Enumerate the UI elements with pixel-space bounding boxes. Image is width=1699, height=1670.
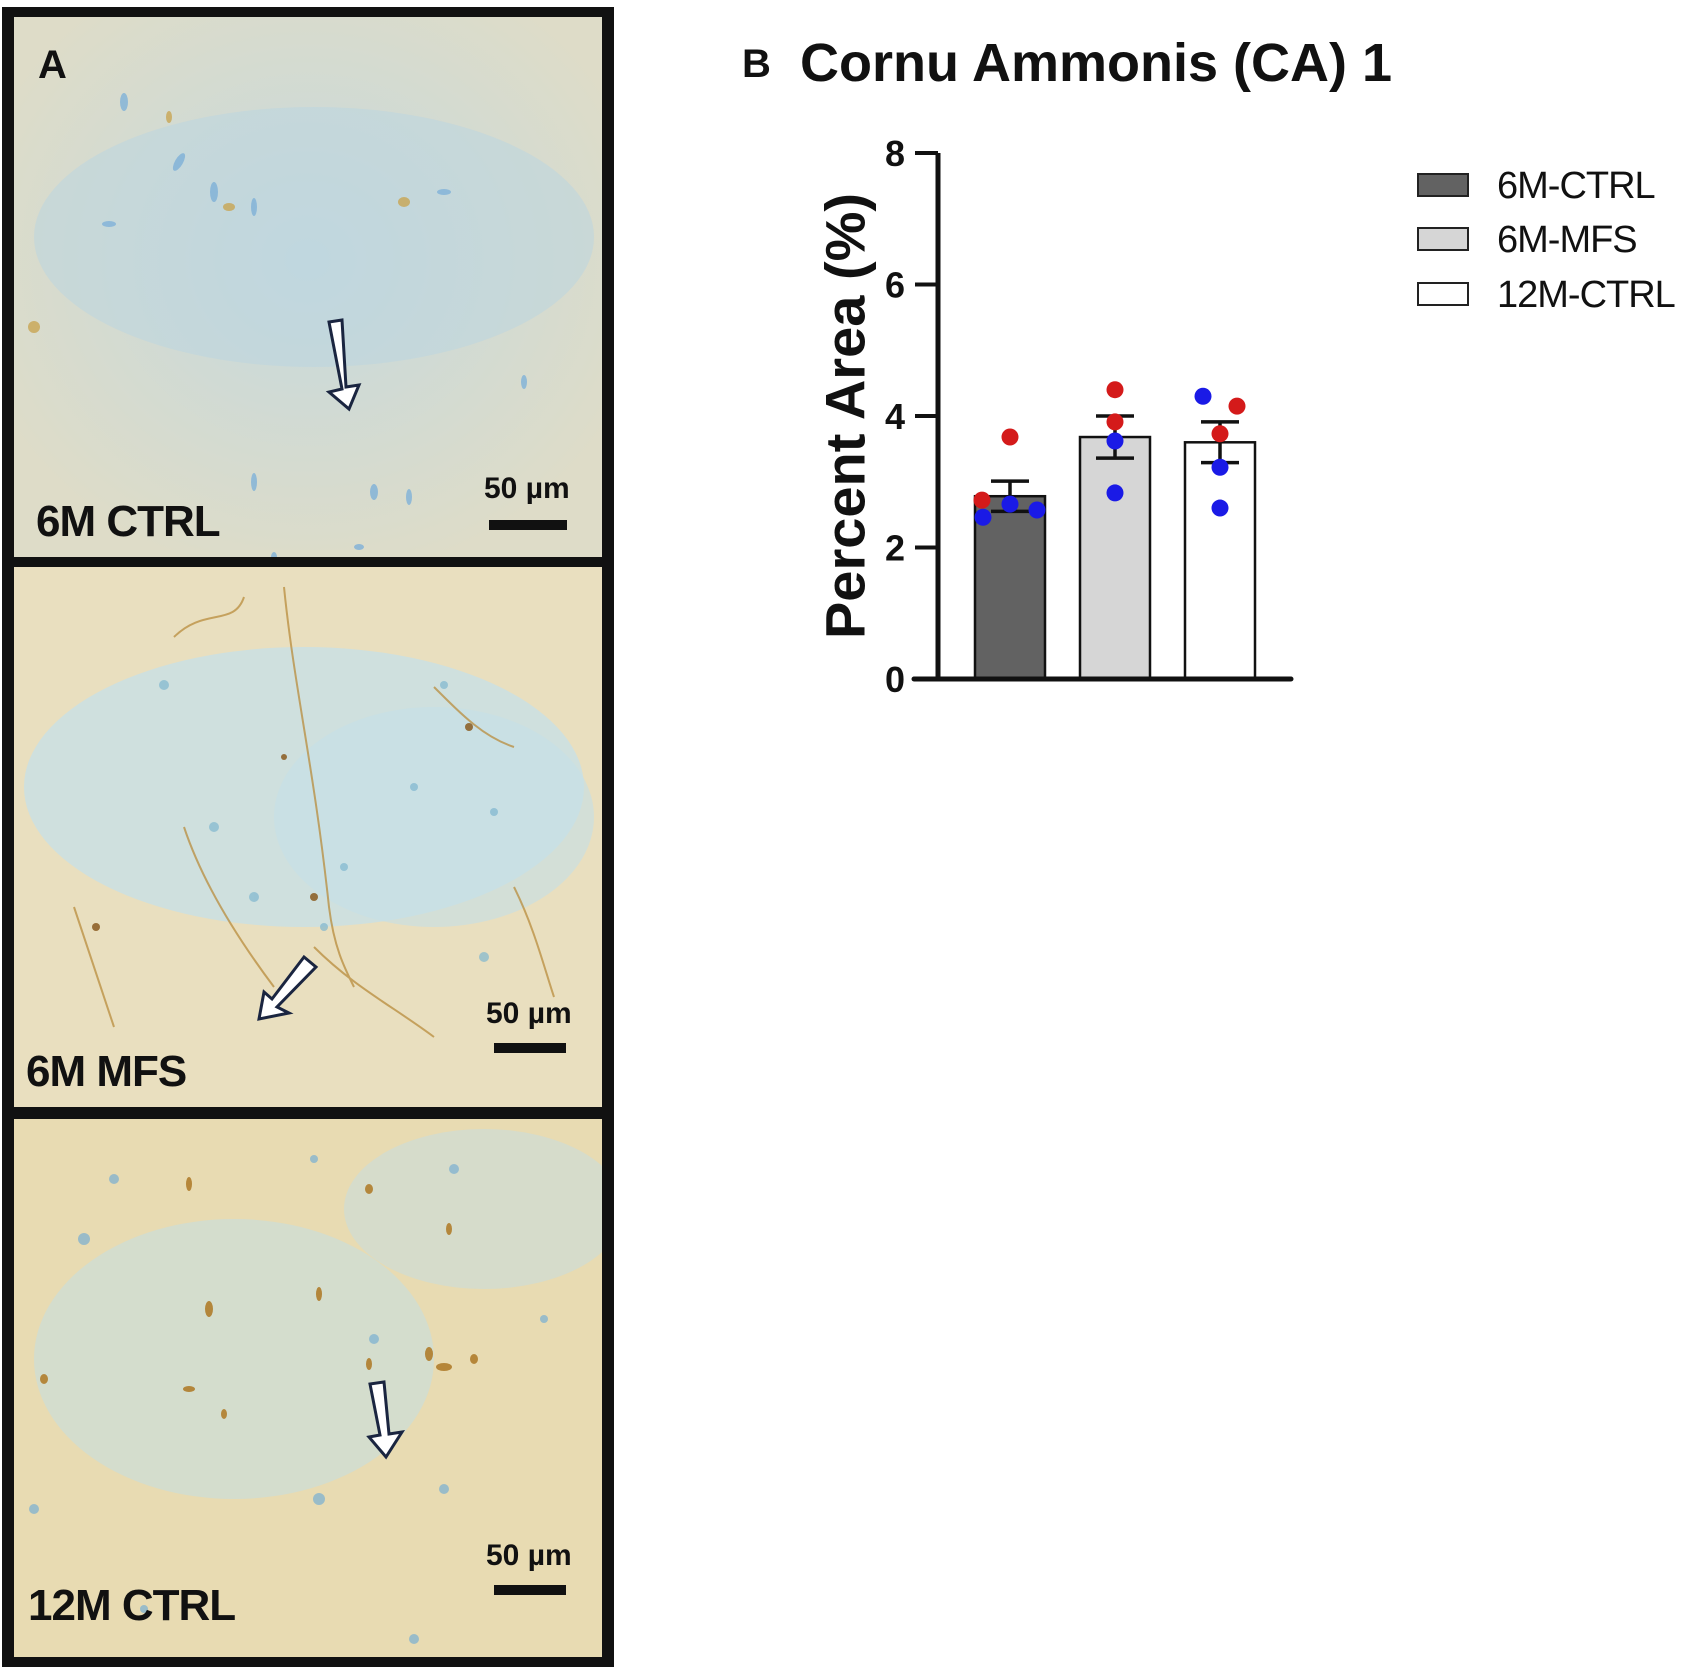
- tissue-image-6m-ctrl: [14, 17, 602, 557]
- legend-label: 12M-CTRL: [1497, 274, 1676, 316]
- data-point: [1106, 381, 1124, 399]
- tissue-image-12m-ctrl: [14, 1119, 602, 1657]
- image-label-6m-ctrl: 6M CTRL: [36, 497, 221, 546]
- scale-bar-label: 50 µm: [486, 1539, 572, 1572]
- image-label-6m-mfs: 6M MFS: [26, 1047, 187, 1096]
- data-point: [1001, 428, 1019, 446]
- data-point: [1001, 495, 1019, 513]
- legend-label: 6M-MFS: [1497, 219, 1638, 261]
- bar-12m-ctrl: [1183, 441, 1257, 681]
- chart-title: Cornu Ammonis (CA) 1: [800, 33, 1392, 93]
- legend-swatch: [1417, 282, 1469, 306]
- bar-chart: 0 2 4 6 8: [885, 133, 1294, 700]
- data-point: [1211, 425, 1229, 443]
- legend-swatch: [1417, 173, 1469, 197]
- y-axis-label: Percent Area (%): [813, 192, 877, 640]
- data-point: [1028, 501, 1046, 519]
- y-tick-label: 0: [885, 659, 905, 700]
- data-point: [1106, 484, 1124, 502]
- bar-6m-ctrl: [973, 494, 1047, 681]
- arrow-icon: [325, 318, 362, 412]
- y-tick-label: 2: [885, 528, 905, 569]
- y-tick-label: 8: [885, 133, 905, 174]
- y-tick-label: 6: [885, 265, 905, 306]
- panel-b-letter: B: [742, 42, 771, 86]
- data-point: [1194, 387, 1212, 405]
- legend-label: 6M-CTRL: [1497, 165, 1656, 207]
- micrograph-6m-ctrl: A 6M CTRL 50 µm: [14, 17, 602, 557]
- scale-bar: [489, 520, 567, 530]
- data-point: [1106, 432, 1124, 450]
- arrow-icon: [257, 954, 319, 1021]
- legend-swatch: [1417, 227, 1469, 251]
- y-tick-label: 4: [885, 396, 905, 437]
- bar-6m-mfs: [1078, 435, 1152, 681]
- micrograph-panel: A 6M CTRL 50 µm: [2, 7, 614, 1667]
- scale-bar-label: 50 µm: [484, 472, 570, 505]
- scale-bar: [494, 1585, 566, 1595]
- panel-a-letter: A: [38, 43, 67, 87]
- data-point: [1228, 397, 1246, 415]
- scale-bar: [494, 1043, 566, 1053]
- micrograph-6m-mfs: 6M MFS 50 µm: [14, 567, 602, 1107]
- arrow-icon: [366, 1380, 406, 1460]
- data-point: [1211, 499, 1229, 517]
- scale-bar-label: 50 µm: [486, 997, 572, 1030]
- data-point: [1211, 458, 1229, 476]
- data-point: [973, 491, 991, 509]
- data-point: [974, 508, 992, 526]
- image-label-12m-ctrl: 12M CTRL: [28, 1581, 236, 1630]
- tissue-image-6m-mfs: [14, 567, 602, 1107]
- data-point: [1106, 413, 1124, 431]
- micrograph-12m-ctrl: 12M CTRL 50 µm: [14, 1119, 602, 1657]
